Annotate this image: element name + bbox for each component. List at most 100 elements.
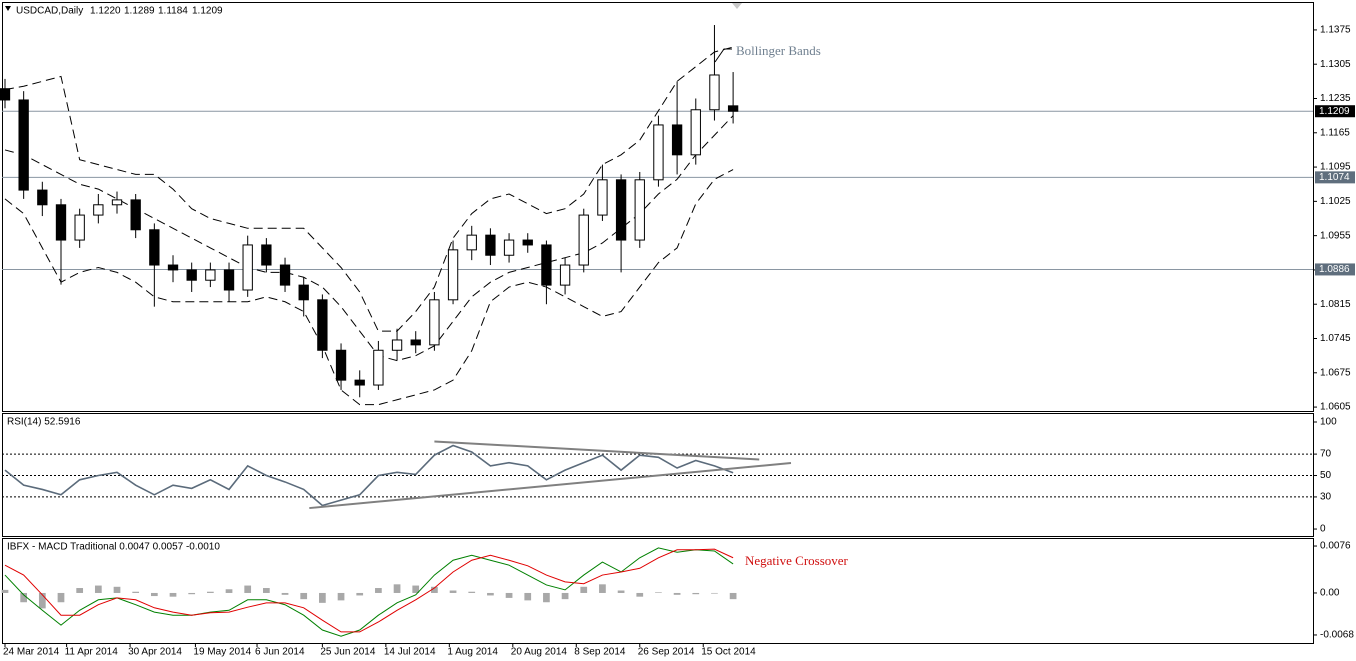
histogram-bar	[356, 592, 364, 596]
rsi-line	[4, 444, 734, 507]
candle-body	[597, 179, 608, 216]
candle-body	[485, 234, 496, 256]
histogram-bar	[20, 592, 28, 603]
x-tick-label: 6 Jun 2014	[255, 647, 305, 658]
header-value: 1.1289	[124, 6, 155, 17]
y-tick-label: 1.1095	[1320, 162, 1351, 173]
y-tick-label: 70	[1320, 449, 1332, 460]
candle-body	[578, 214, 589, 266]
rsi-title: RSI(14) 52.5916	[7, 417, 81, 428]
x-tick-label: 8 Sep 2014	[574, 647, 626, 658]
histogram-bar	[188, 592, 196, 595]
histogram-bar	[94, 585, 102, 593]
candle-body	[317, 299, 328, 351]
candle-body	[149, 229, 160, 266]
histogram-bar	[1, 589, 9, 593]
header-value: 1.1209	[192, 6, 223, 17]
histogram-bar	[337, 592, 345, 601]
y-tick-label: 1.0605	[1320, 402, 1351, 413]
histogram-bar	[580, 586, 588, 593]
histogram-bar	[281, 592, 289, 595]
histogram-bar	[206, 591, 214, 593]
candle-body	[466, 234, 477, 251]
price-label: 1.1074	[1319, 172, 1350, 183]
candle-body	[354, 379, 365, 386]
y-tick-label: 1.1235	[1320, 93, 1351, 104]
x-tick-label: 20 Aug 2014	[511, 647, 568, 658]
histogram-bar	[319, 592, 326, 603]
histogram-bar	[655, 592, 662, 593]
histogram-bar	[412, 585, 420, 593]
histogram-bar	[617, 590, 625, 593]
x-tick-label: 14 Jul 2014	[384, 647, 436, 658]
x-tick-label: 15 Oct 2014	[701, 647, 756, 658]
histogram-bar	[225, 589, 233, 593]
menu-arrow	[5, 6, 11, 11]
bollinger-upper	[4, 46, 734, 332]
candle-body	[18, 99, 29, 191]
candle-body	[373, 349, 384, 386]
candle-body	[242, 244, 253, 291]
y-tick-label: 0.00	[1320, 588, 1340, 599]
candle-body	[559, 264, 571, 286]
candle-body	[261, 244, 272, 266]
price-label: 1.1209	[1319, 106, 1350, 117]
histogram-bar	[561, 592, 569, 600]
y-tick-label: 1.1165	[1320, 127, 1350, 138]
histogram-bar	[543, 592, 550, 603]
histogram-bar	[449, 590, 457, 593]
x-tick-label: 30 Apr 2014	[128, 647, 182, 658]
price-pane	[2, 2, 1314, 412]
candle-body	[541, 244, 552, 286]
candle-body	[727, 105, 739, 112]
candle-body	[429, 299, 440, 346]
y-tick-label: 1.1375	[1320, 25, 1351, 36]
histogram-bar	[169, 592, 177, 597]
candle-body	[37, 189, 48, 206]
candle-body	[690, 109, 701, 156]
y-tick-label: 100	[1320, 417, 1337, 428]
y-tick-label: 1.0675	[1320, 367, 1351, 378]
price-label-box	[1315, 263, 1355, 276]
x-tick-label: 19 May 2014	[193, 647, 251, 658]
bands-annotation: Bollinger Bands	[736, 43, 821, 58]
candle-body	[167, 264, 179, 271]
candle-body	[503, 239, 515, 256]
y-tick-label: 1.0955	[1320, 230, 1351, 241]
candle-body	[653, 124, 664, 181]
chart-title: USDCAD,Daily	[16, 6, 83, 17]
histogram-bar	[150, 592, 158, 597]
histogram-bar	[673, 592, 681, 595]
x-tick-label: 11 Apr 2014	[65, 647, 119, 658]
macd-line	[4, 547, 734, 637]
candle-body	[130, 199, 141, 231]
candle-body	[634, 179, 645, 241]
y-tick-label: 1.1305	[1320, 59, 1351, 70]
candle-body	[186, 269, 197, 281]
candle-body	[298, 284, 309, 301]
histogram-bar	[505, 592, 513, 598]
histogram-bar	[636, 592, 644, 597]
candle-body	[93, 204, 104, 216]
histogram-bar	[524, 592, 532, 601]
candle-body	[522, 239, 533, 246]
x-tick-label: 24 Mar 2014	[3, 647, 60, 658]
histogram-bar	[393, 584, 401, 593]
y-tick-label: 50	[1320, 470, 1332, 481]
price-label-box	[1315, 171, 1355, 184]
x-tick-label: 25 Jun 2014	[320, 647, 375, 658]
histogram-bar	[375, 588, 382, 593]
candle-body	[391, 339, 403, 351]
y-tick-label: 30	[1320, 492, 1332, 503]
histogram-bar	[468, 591, 476, 593]
candle-body	[447, 249, 459, 301]
candle-body	[410, 339, 421, 346]
shift-marker	[732, 3, 742, 9]
histogram-bar	[692, 592, 700, 595]
y-tick-label: 1.1025	[1320, 196, 1351, 207]
candle-body	[223, 269, 235, 291]
macd-annotation: Negative Crossover	[745, 553, 849, 568]
histogram-bar	[113, 586, 121, 593]
y-tick-label: -0.0068	[1320, 630, 1354, 641]
